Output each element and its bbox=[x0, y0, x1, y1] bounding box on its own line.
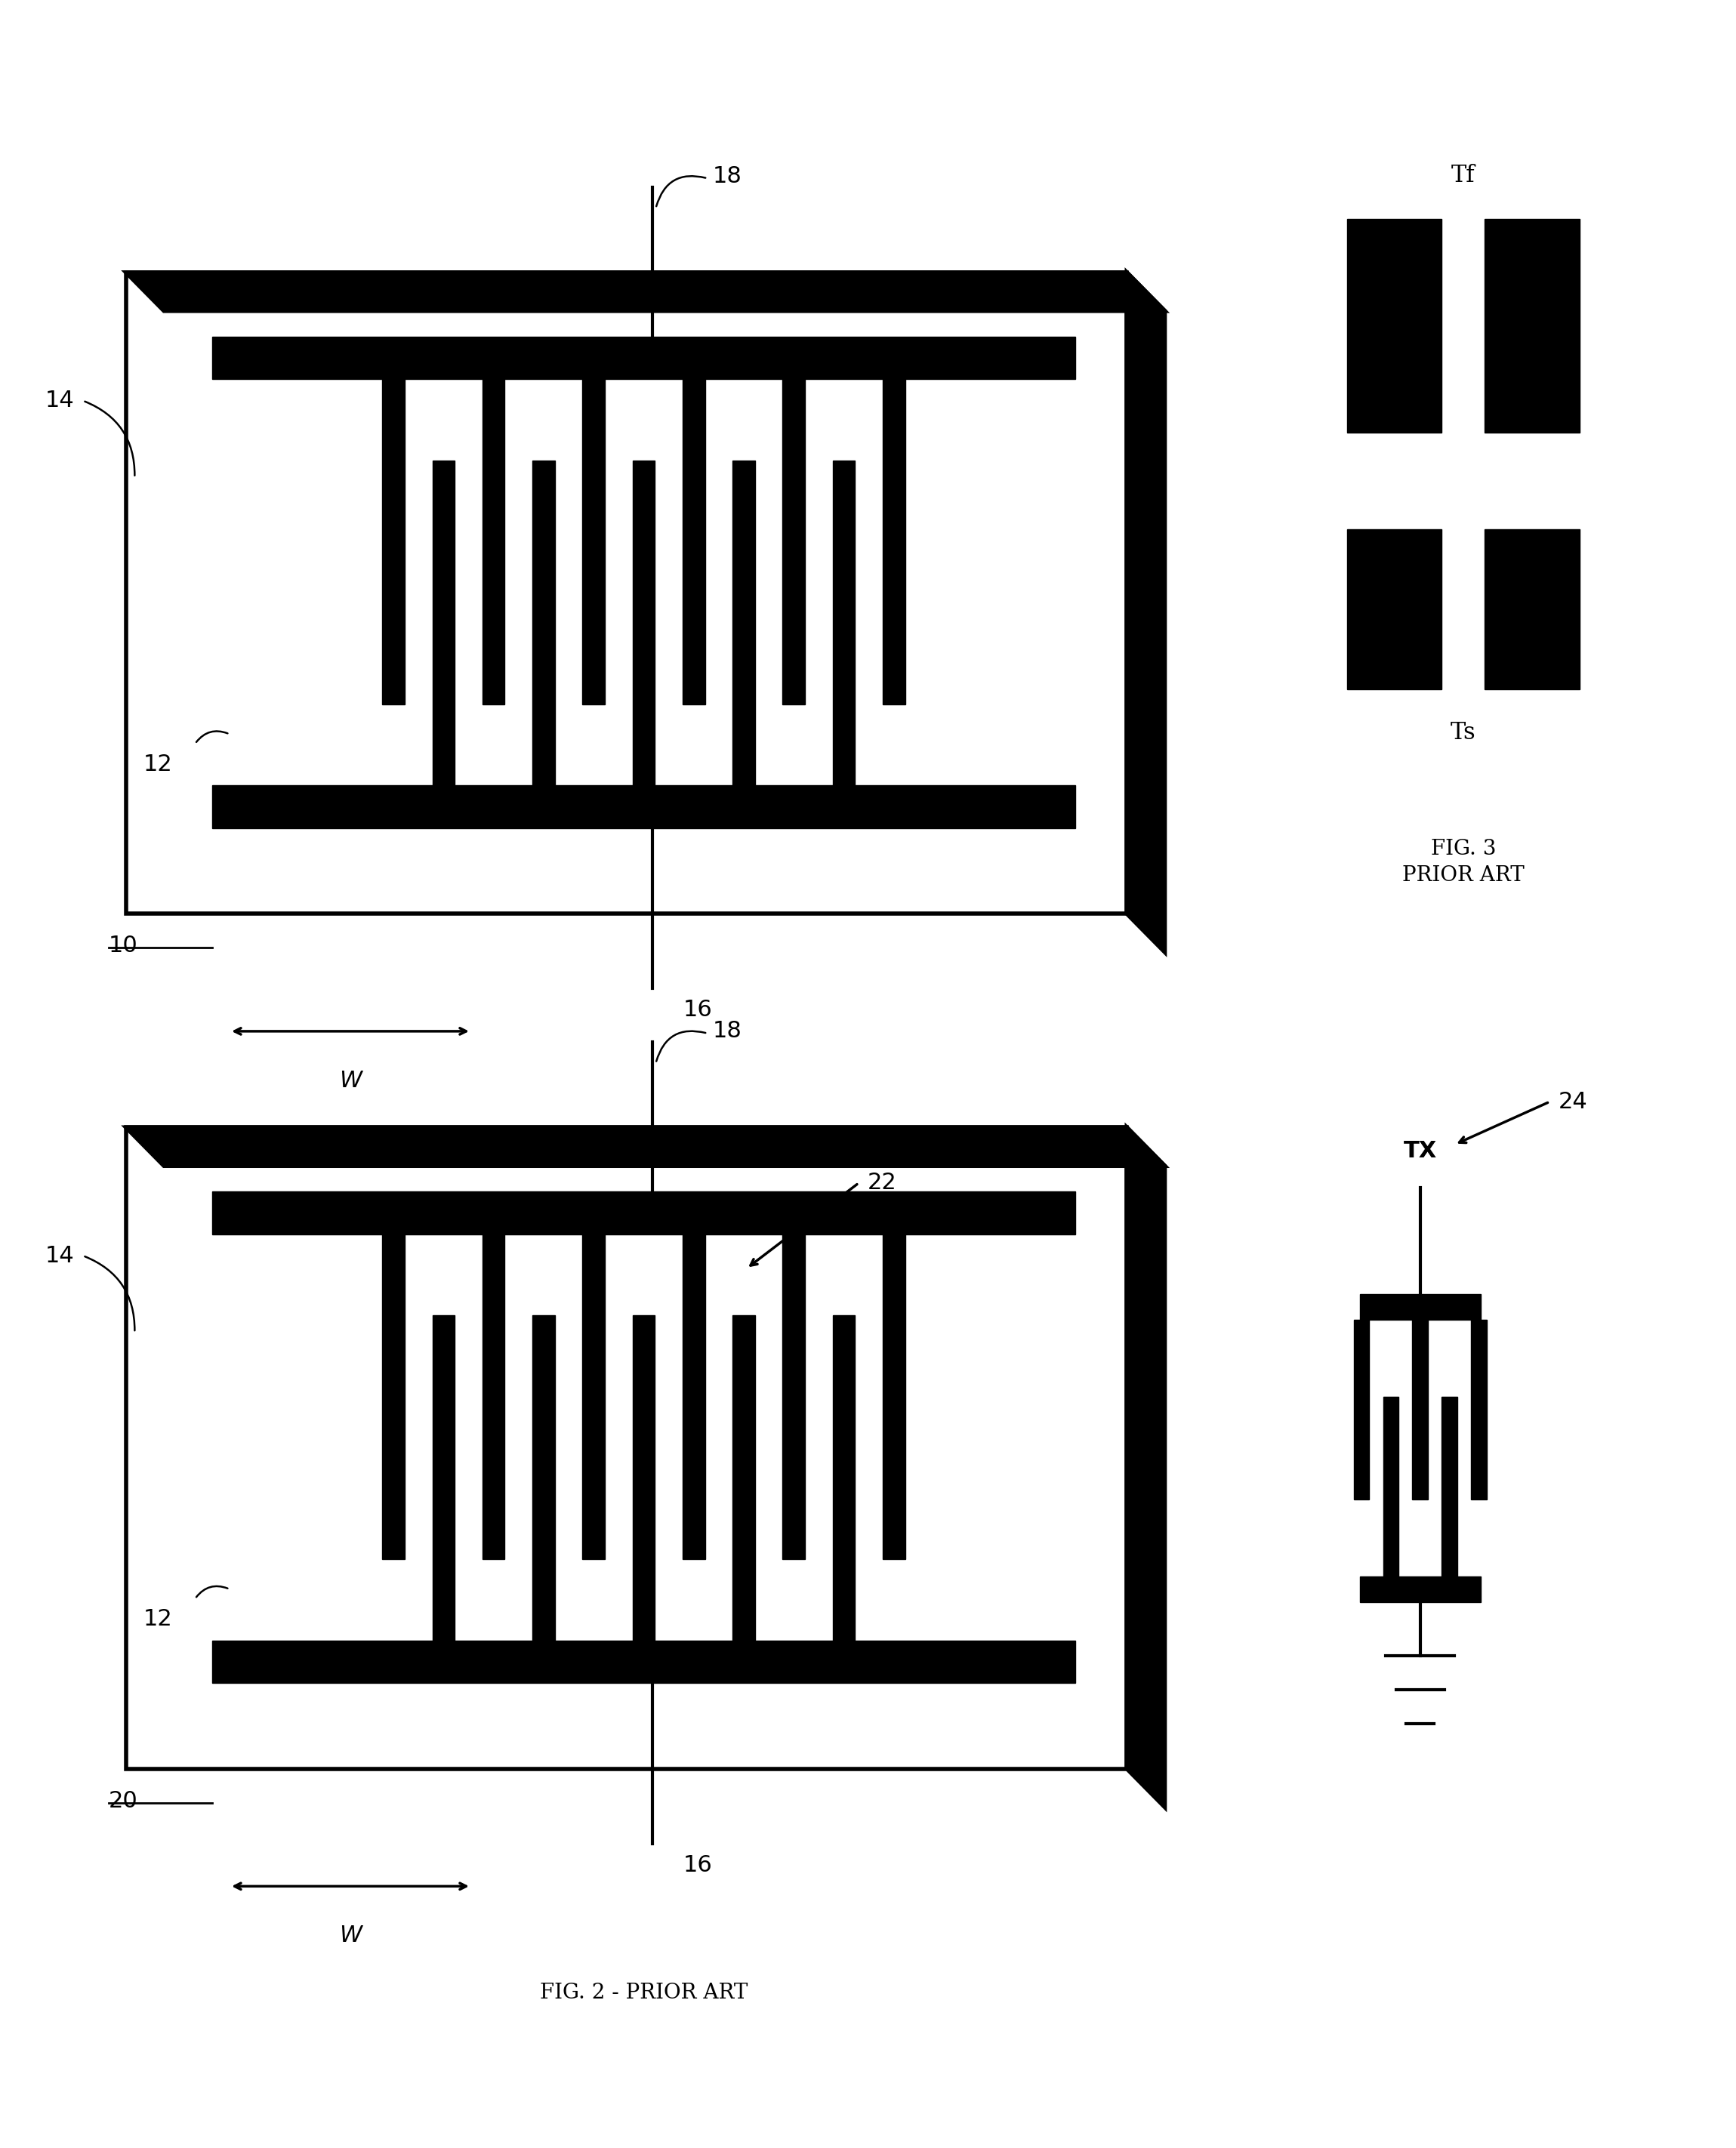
Bar bbox=[533, 460, 556, 786]
Bar bbox=[432, 460, 455, 786]
Polygon shape bbox=[127, 1128, 1165, 1166]
Bar bbox=[1359, 1293, 1481, 1319]
Bar bbox=[833, 460, 856, 786]
Text: 10: 10 bbox=[109, 934, 139, 958]
Bar bbox=[733, 460, 755, 786]
Bar bbox=[833, 1315, 856, 1641]
Bar bbox=[1354, 1319, 1370, 1499]
Bar bbox=[882, 1235, 904, 1559]
Text: 12: 12 bbox=[144, 754, 172, 775]
Bar bbox=[882, 380, 904, 705]
Bar bbox=[1441, 1396, 1457, 1577]
Text: 24: 24 bbox=[1559, 1091, 1587, 1113]
Text: 14: 14 bbox=[45, 1244, 75, 1267]
Bar bbox=[1359, 1577, 1481, 1602]
Bar bbox=[783, 380, 806, 705]
Bar bbox=[1384, 1396, 1399, 1577]
Bar bbox=[1413, 1319, 1429, 1499]
Bar bbox=[212, 1641, 1075, 1684]
Polygon shape bbox=[127, 1128, 1127, 1768]
Bar bbox=[1347, 528, 1441, 690]
Text: Tf: Tf bbox=[1451, 163, 1476, 187]
Bar bbox=[783, 1235, 806, 1559]
Bar bbox=[483, 380, 505, 705]
Bar bbox=[733, 1315, 755, 1641]
Bar bbox=[682, 1235, 705, 1559]
Text: 14: 14 bbox=[45, 389, 75, 412]
Text: 18: 18 bbox=[713, 1020, 741, 1042]
Text: 20: 20 bbox=[109, 1789, 139, 1813]
Polygon shape bbox=[127, 273, 1127, 913]
Bar bbox=[582, 1235, 604, 1559]
Text: TX: TX bbox=[1403, 1141, 1437, 1162]
Polygon shape bbox=[1127, 1128, 1165, 1806]
Bar bbox=[632, 460, 654, 786]
Bar bbox=[1470, 1319, 1486, 1499]
Text: W: W bbox=[339, 1070, 361, 1091]
Bar bbox=[212, 786, 1075, 829]
Bar bbox=[212, 337, 1075, 380]
Bar bbox=[1484, 528, 1580, 690]
Text: W: W bbox=[339, 1925, 361, 1946]
Bar bbox=[1484, 219, 1580, 432]
Bar bbox=[382, 1235, 404, 1559]
Bar bbox=[1347, 219, 1441, 432]
Text: 16: 16 bbox=[684, 1854, 713, 1875]
Text: 22: 22 bbox=[868, 1173, 896, 1194]
Polygon shape bbox=[127, 273, 1165, 311]
Bar bbox=[212, 1192, 1075, 1235]
Text: 18: 18 bbox=[713, 165, 741, 187]
Bar bbox=[582, 380, 604, 705]
Bar bbox=[533, 1315, 556, 1641]
Bar bbox=[382, 380, 404, 705]
Polygon shape bbox=[1127, 273, 1165, 952]
Text: FIG. 1 - PRIOR ART: FIG. 1 - PRIOR ART bbox=[540, 1128, 748, 1147]
Bar bbox=[682, 380, 705, 705]
Text: Ts: Ts bbox=[1451, 722, 1476, 745]
Bar bbox=[432, 1315, 455, 1641]
Bar bbox=[483, 1235, 505, 1559]
Text: FIG. 3
PRIOR ART: FIG. 3 PRIOR ART bbox=[1403, 840, 1524, 885]
Text: FIG. 2 - PRIOR ART: FIG. 2 - PRIOR ART bbox=[540, 1983, 748, 2002]
Bar bbox=[632, 1315, 654, 1641]
Text: 12: 12 bbox=[144, 1609, 172, 1630]
Text: 16: 16 bbox=[684, 999, 713, 1020]
